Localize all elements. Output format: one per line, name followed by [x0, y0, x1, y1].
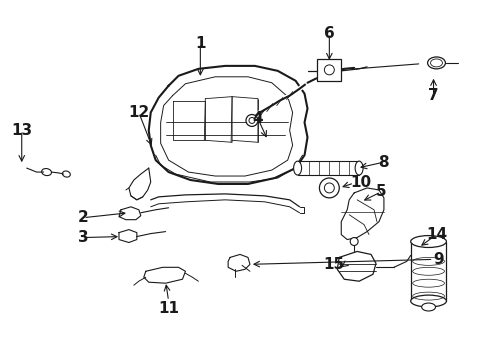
Ellipse shape — [294, 161, 301, 175]
Ellipse shape — [411, 295, 446, 307]
Polygon shape — [337, 251, 376, 281]
Bar — [318, 59, 341, 81]
Ellipse shape — [355, 161, 363, 175]
Text: 2: 2 — [78, 210, 89, 225]
Text: 10: 10 — [350, 175, 371, 190]
Text: 11: 11 — [158, 301, 179, 316]
Text: 4: 4 — [252, 111, 263, 126]
Ellipse shape — [421, 303, 436, 311]
Text: 9: 9 — [433, 252, 444, 267]
Text: 8: 8 — [379, 155, 389, 170]
Polygon shape — [144, 267, 185, 283]
Circle shape — [246, 114, 258, 126]
Polygon shape — [119, 207, 141, 220]
Text: 15: 15 — [324, 257, 345, 272]
Polygon shape — [341, 188, 384, 239]
Text: 5: 5 — [376, 184, 386, 199]
Text: 1: 1 — [195, 36, 206, 50]
Circle shape — [319, 178, 339, 198]
Text: 14: 14 — [426, 227, 447, 242]
Text: 7: 7 — [428, 88, 439, 103]
Text: 3: 3 — [78, 230, 89, 245]
Ellipse shape — [428, 57, 445, 69]
Text: 6: 6 — [324, 26, 335, 41]
Polygon shape — [119, 230, 137, 243]
Text: 13: 13 — [11, 123, 32, 138]
Polygon shape — [228, 255, 250, 271]
Ellipse shape — [411, 235, 446, 247]
Text: 12: 12 — [128, 105, 149, 120]
Circle shape — [350, 238, 358, 246]
